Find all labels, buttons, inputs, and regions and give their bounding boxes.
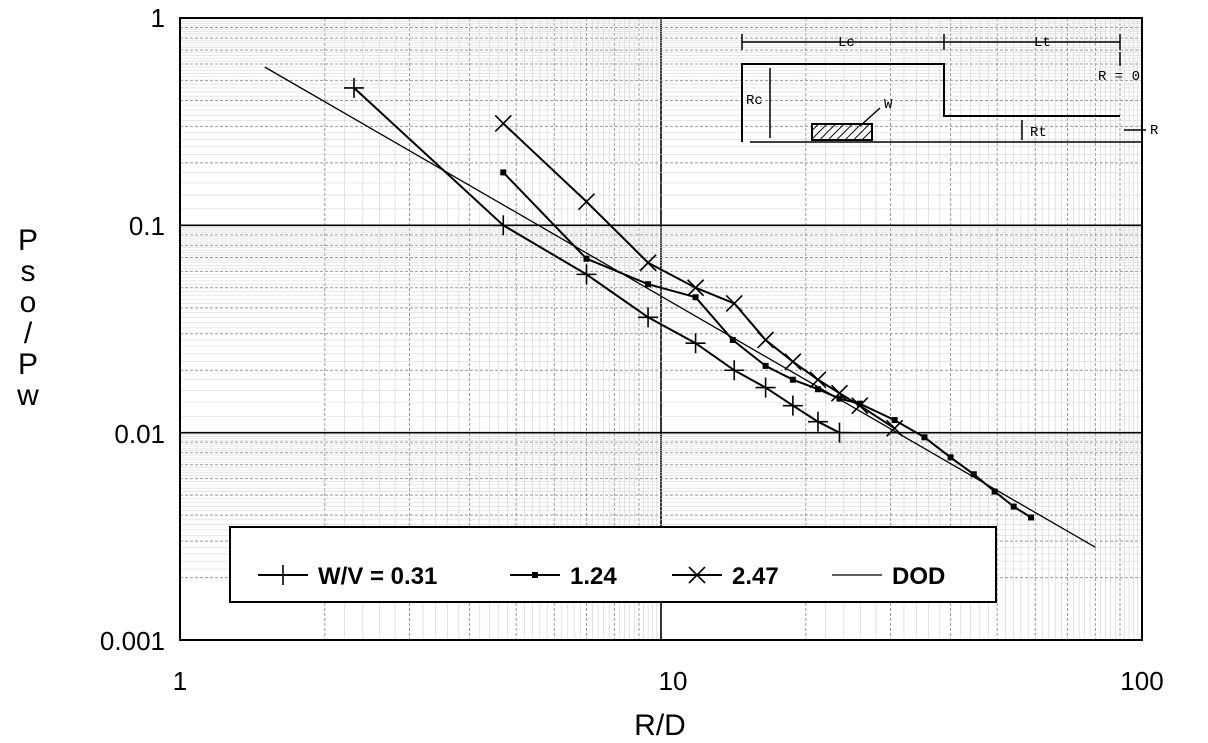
y-tick-label: 0.001 bbox=[100, 626, 165, 656]
y-axis-title-char: P bbox=[18, 224, 38, 257]
data-point bbox=[809, 371, 827, 389]
data-point bbox=[784, 353, 802, 371]
legend-item: W/V = 0.31 bbox=[258, 563, 437, 590]
inset-label-r: R bbox=[1150, 123, 1159, 139]
y-axis-title-char: P bbox=[18, 348, 38, 381]
legend-item: 1.24 bbox=[510, 563, 617, 590]
data-point bbox=[814, 386, 821, 393]
legend-item: DOD bbox=[832, 563, 945, 590]
inset-label-r0: R = 0 bbox=[1098, 69, 1140, 85]
legend: W/V = 0.31 1.24 2.47 DOD bbox=[229, 526, 997, 603]
inset-w-leader bbox=[859, 107, 881, 127]
y-axis-title-char: / bbox=[24, 317, 33, 350]
data-point bbox=[762, 362, 769, 369]
y-axis-title-char: s bbox=[21, 255, 36, 288]
inset-label-rt: Rt bbox=[1030, 125, 1047, 141]
legend-item: 2.47 bbox=[672, 563, 779, 590]
data-point bbox=[891, 417, 898, 424]
x-tick-labels: 1 10 100 bbox=[173, 666, 1164, 696]
legend-label: 2.47 bbox=[732, 563, 779, 590]
data-point bbox=[1028, 514, 1035, 521]
y-tick-label: 0.01 bbox=[114, 419, 165, 449]
data-point bbox=[639, 254, 657, 272]
inset-label-lc: Lc bbox=[838, 35, 855, 51]
data-point bbox=[500, 169, 507, 176]
data-point bbox=[645, 281, 652, 288]
y-tick-label: 0.1 bbox=[129, 211, 165, 241]
series-line bbox=[264, 66, 1096, 548]
series-0 bbox=[343, 77, 850, 443]
inset-label-w: W bbox=[884, 97, 893, 113]
series-3 bbox=[264, 66, 1096, 548]
legend-marker bbox=[532, 572, 538, 578]
series-line bbox=[502, 171, 1032, 519]
inset-label-rc: Rc bbox=[746, 93, 763, 109]
inset-charge-w bbox=[811, 123, 873, 141]
data-point bbox=[947, 454, 954, 461]
data-point bbox=[757, 331, 775, 349]
y-tick-label: 1 bbox=[151, 3, 165, 33]
data-point bbox=[886, 419, 904, 437]
inset-label-lt: Lt bbox=[1034, 35, 1051, 51]
data-point bbox=[729, 336, 736, 343]
x-tick-label: 1 bbox=[173, 666, 187, 696]
data-point bbox=[970, 471, 977, 478]
series-layer bbox=[264, 66, 1096, 548]
data-point bbox=[991, 488, 998, 495]
y-axis-title-char: w bbox=[16, 379, 39, 412]
data-point bbox=[494, 114, 512, 133]
inset-chamber-outline bbox=[741, 63, 1120, 142]
data-point bbox=[577, 193, 596, 211]
data-point bbox=[789, 376, 796, 383]
data-point bbox=[692, 294, 699, 301]
legend-box bbox=[229, 526, 997, 603]
y-axis-title: Pso/Pw bbox=[16, 224, 39, 412]
x-axis-title: R/D bbox=[634, 709, 686, 742]
legend-label: W/V = 0.31 bbox=[318, 563, 437, 590]
x-tick-label: 10 bbox=[659, 666, 688, 696]
legend-items: W/V = 0.31 1.24 2.47 DOD bbox=[258, 563, 945, 590]
legend-marker bbox=[688, 566, 706, 584]
plot-frame bbox=[179, 17, 1143, 641]
data-point bbox=[921, 434, 928, 441]
data-point bbox=[725, 294, 743, 313]
series-line bbox=[502, 122, 896, 430]
y-tick-labels: 1 0.1 0.01 0.001 bbox=[100, 3, 165, 656]
data-point bbox=[1010, 503, 1017, 510]
inset-diagram bbox=[741, 34, 1146, 143]
data-point bbox=[830, 384, 849, 402]
data-point bbox=[856, 400, 863, 407]
series-2 bbox=[494, 114, 904, 437]
data-point bbox=[851, 397, 869, 415]
x-tick-label: 100 bbox=[1120, 666, 1163, 696]
series-line bbox=[353, 87, 840, 434]
y-axis-title-char: o bbox=[20, 286, 37, 319]
inset-labels: Lc Lt R = 0 Rc W Rt R bbox=[746, 35, 1159, 141]
legend-label: DOD bbox=[892, 563, 945, 590]
legend-label: 1.24 bbox=[570, 563, 617, 590]
data-point bbox=[687, 279, 705, 297]
data-point bbox=[583, 255, 590, 262]
